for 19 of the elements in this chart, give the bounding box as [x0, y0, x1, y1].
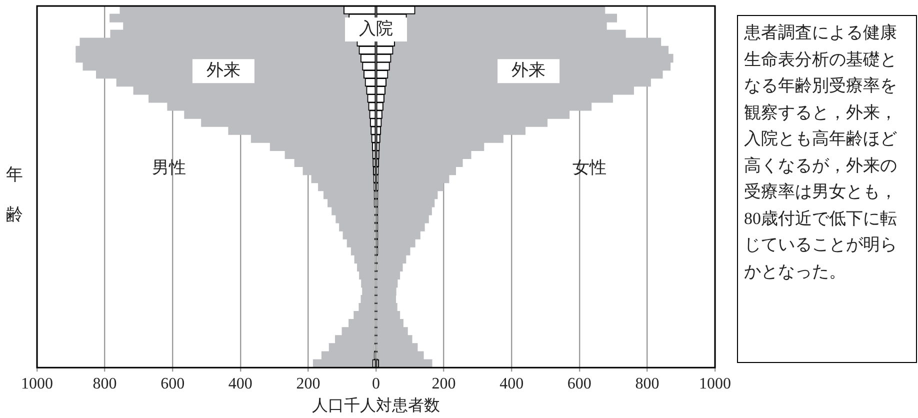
text: 患者調査による健康生命表分析の基礎となる年齢別受療率を観察すると，外来，入院とも高年齢ほど高くなるが，外来の受療率は男女とも，80歳付近で低下に転じていることが明らかとなった。	[744, 23, 897, 280]
x-tick-label: 0	[372, 375, 380, 392]
x-tick-label: 1000	[699, 375, 731, 392]
annotation: 女性	[572, 158, 607, 178]
x-axis-title: 人口千人対患者数	[312, 396, 440, 415]
annotation: 外来	[512, 60, 546, 80]
annotation: 入院	[359, 18, 393, 38]
text: 年齢	[6, 165, 23, 224]
x-tick-label: 400	[228, 375, 252, 392]
x-tick-label: 200	[432, 375, 456, 392]
x-tick-label: 600	[567, 375, 592, 392]
x-tick-label: 400	[500, 375, 524, 392]
x-tick-label: 800	[635, 375, 660, 392]
annotation: 男性	[152, 158, 186, 178]
annotation: 外来	[206, 60, 240, 80]
x-tick-label: 1000	[21, 375, 53, 392]
x-tick-label: 800	[92, 375, 117, 392]
x-tick-label: 600	[160, 375, 185, 392]
x-tick-label: 200	[296, 375, 320, 392]
